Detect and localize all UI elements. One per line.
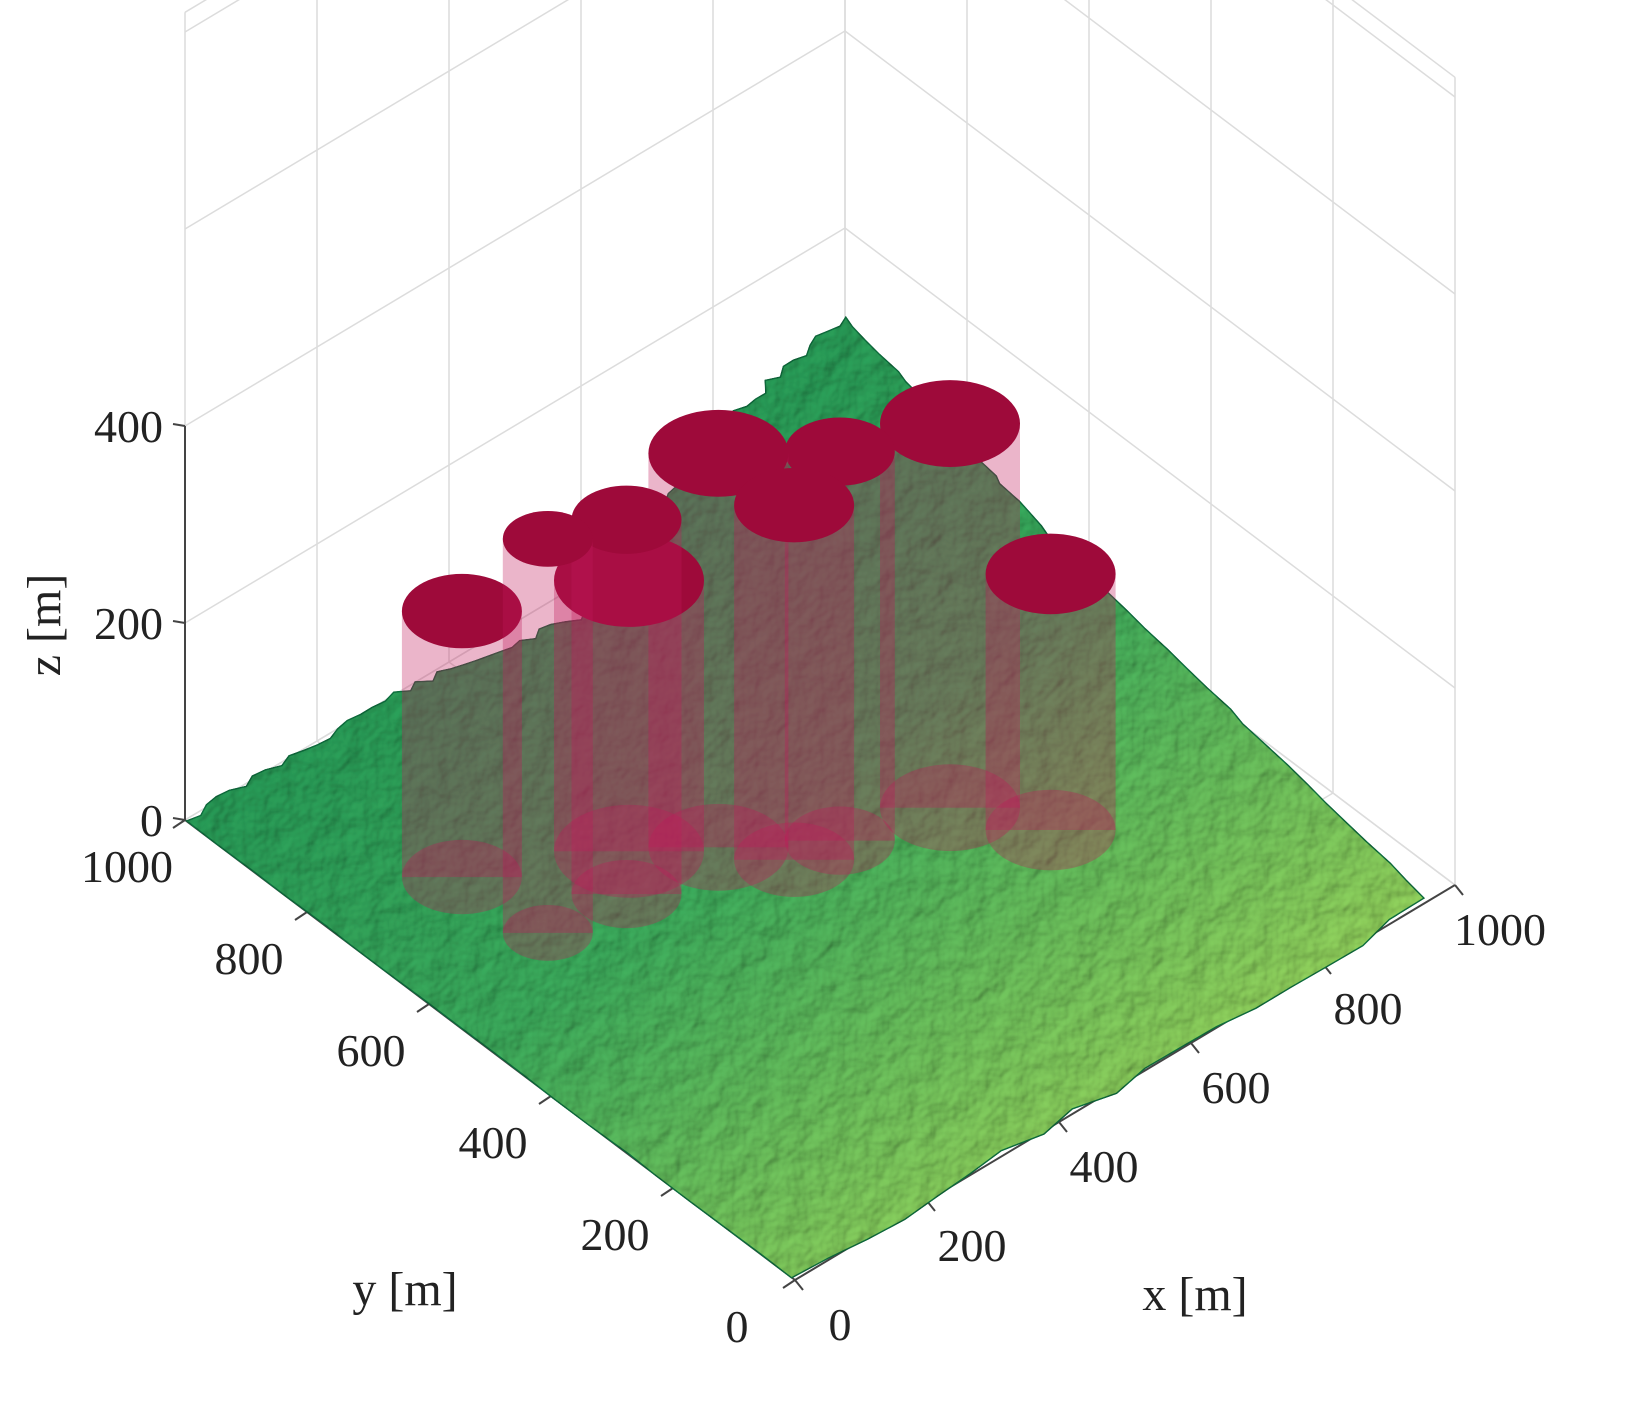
z-tick-mark [172, 423, 186, 427]
cylinder [985, 533, 1116, 871]
cylinder-base [985, 789, 1116, 871]
cylinder-body [571, 519, 682, 895]
cylinder [880, 380, 1020, 852]
y-tick-mark [294, 911, 308, 921]
cylinder-body [401, 611, 522, 878]
y-tick-mark [782, 1279, 796, 1289]
z-tick-label: 400 [94, 401, 163, 452]
back-wall-grid-z [184, 227, 846, 624]
y-tick-label: 1000 [81, 841, 173, 892]
cylinder-top [554, 533, 704, 627]
cylinder-body [734, 505, 855, 860]
y-tick-mark [660, 1187, 674, 1197]
tick-labels: 0200400600800100002004006008001000020040… [81, 401, 1546, 1352]
cylinder [554, 533, 704, 898]
y-axis-title: y [m] [352, 1263, 457, 1316]
cylinder-top [784, 417, 895, 486]
x-tick-label: 0 [829, 1299, 852, 1350]
cylinder [734, 467, 855, 897]
cylinders [401, 380, 1116, 961]
x-tick-label: 200 [938, 1220, 1007, 1271]
x-tick-label: 800 [1334, 983, 1403, 1034]
cylinder-top [734, 467, 855, 543]
cylinder-top [401, 573, 522, 649]
cylinder-top [648, 409, 789, 497]
cylinder-top [502, 511, 593, 567]
back-wall-grid-z [844, 227, 1456, 689]
x-axis-title: x [m] [1142, 1268, 1247, 1321]
y-tick-label: 0 [726, 1301, 749, 1352]
x-tick-label: 400 [1070, 1141, 1139, 1192]
cylinder-base [401, 839, 522, 915]
cylinder [502, 511, 593, 961]
cylinder [571, 485, 682, 929]
cylinder-base [502, 905, 593, 961]
z-tick-mark [172, 817, 186, 821]
y-tick-label: 600 [337, 1025, 406, 1076]
back-wall-grid-z [844, 30, 1456, 492]
cylinder-base [880, 764, 1020, 852]
y-tick-mark [416, 1003, 430, 1013]
y-tick-mark [172, 819, 186, 829]
cylinder-base [571, 859, 682, 929]
back-wall-grid-z [184, 0, 240, 33]
cylinder-body [985, 573, 1116, 830]
terrain-polygon [184, 315, 1426, 1279]
back-wall-grid-z [1325, 0, 1456, 98]
z-tick-label: 200 [94, 598, 163, 649]
cylinder-base [734, 822, 855, 897]
cylinder [401, 573, 522, 915]
z-tick-label: 0 [140, 795, 163, 846]
z-tick-mark [172, 620, 186, 624]
cylinder-top [571, 485, 682, 554]
cylinder-base [784, 806, 895, 875]
y-tick-mark [538, 1095, 552, 1105]
x-tick-mark [1454, 884, 1464, 896]
back-wall-grid-z [1063, 0, 1456, 295]
y-tick-label: 400 [459, 1117, 528, 1168]
x-tick-mark [794, 1279, 804, 1291]
back-wall-grid-z [184, 30, 846, 427]
x-tick-label: 600 [1202, 1062, 1271, 1113]
cylinder-body [880, 423, 1020, 808]
box-top-edge [184, 0, 208, 13]
x-tick-mark [1058, 1121, 1068, 1133]
back-wall-grid-z [184, 0, 570, 230]
cylinder-base [648, 803, 789, 891]
z-axis-title: z [m] [18, 574, 71, 677]
y-tick-label: 800 [215, 933, 284, 984]
x-tick-label: 1000 [1454, 904, 1546, 955]
cylinder-top [880, 380, 1020, 467]
cylinder-top [985, 533, 1116, 615]
box-top-edge [1351, 0, 1456, 78]
x-tick-mark [1190, 1042, 1200, 1054]
cylinder-body [502, 538, 593, 933]
terrain-surface [184, 315, 1426, 1279]
cylinder-base [554, 804, 704, 898]
y-tick-label: 200 [581, 1209, 650, 1260]
